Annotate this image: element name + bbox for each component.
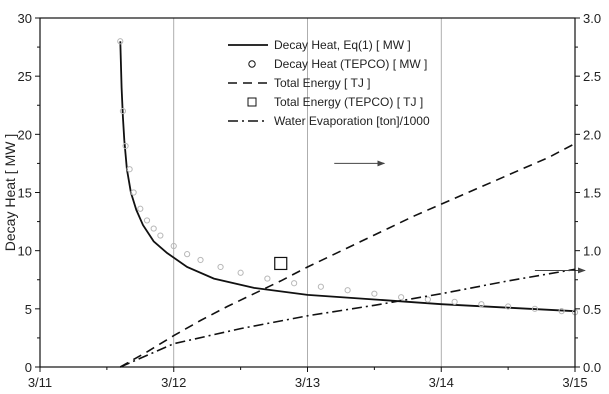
series-1-point-6 — [143, 217, 151, 224]
series-1-point-11 — [197, 256, 204, 264]
series-1-point-7 — [150, 225, 157, 232]
legend-item-0: Decay Heat, Eq(1) [ MW ] — [228, 38, 411, 52]
series-0 — [119, 41, 576, 313]
series-1-point-3 — [126, 166, 133, 173]
series-1-point-21 — [451, 298, 458, 305]
series-1 — [117, 38, 579, 316]
series-1-point-23 — [505, 303, 512, 310]
series-1-point-2 — [122, 142, 129, 150]
series-0-line — [119, 41, 576, 313]
series-2-line — [119, 142, 576, 368]
series-1-point-8 — [157, 232, 164, 239]
series-1-point-14 — [264, 275, 271, 282]
x-tick-label-3: 3/14 — [429, 375, 454, 390]
series-3-point-0 — [274, 256, 288, 271]
series-1-point-9 — [170, 242, 177, 250]
series-1-point-25 — [558, 308, 565, 315]
series-1-point-19 — [398, 294, 405, 301]
series-1-point-15 — [291, 280, 298, 287]
y-tick-label-3: 15 — [18, 186, 32, 201]
y2-tick-label-2: 1.0 — [583, 244, 601, 259]
y-tick-label-1: 5 — [25, 302, 32, 317]
y-tick-label-2: 10 — [18, 244, 32, 259]
legend-item-4: Water Evaporation [ton]/1000 — [228, 114, 430, 128]
series-2 — [119, 142, 576, 368]
y2-tick-label-3: 1.5 — [583, 186, 601, 201]
y2-tick-label-0: 0.0 — [583, 360, 601, 375]
legend-item-3: Total Energy (TEPCO) [ TJ ] — [247, 95, 423, 109]
grid — [173, 18, 442, 367]
legend-label-3: Total Energy (TEPCO) [ TJ ] — [274, 95, 423, 109]
annotations — [334, 160, 586, 274]
series — [117, 38, 579, 368]
series-1-point-16 — [317, 283, 324, 290]
y-tick-label-5: 25 — [18, 69, 32, 84]
y-axis-label: Decay Heat [ MW ] — [2, 134, 18, 251]
series-1-point-10 — [184, 251, 191, 258]
series-4-line — [119, 268, 576, 368]
series-1-point-1 — [119, 107, 127, 115]
series-3 — [274, 256, 288, 271]
series-1-point-13 — [237, 269, 244, 276]
legend-marker-1 — [248, 60, 256, 68]
series-1-point-22 — [478, 301, 485, 308]
y-tick-label-0: 0 — [25, 360, 32, 375]
y2-tick-label-4: 2.0 — [583, 127, 601, 142]
legend: Decay Heat, Eq(1) [ MW ] Decay Heat (TEPC… — [228, 38, 430, 128]
series-1-point-0 — [117, 38, 124, 45]
y2-tick-label-1: 0.5 — [583, 302, 601, 317]
series-1-point-4 — [130, 189, 137, 196]
legend-marker-3 — [247, 97, 257, 107]
series-1-point-12 — [217, 263, 224, 271]
y-tick-label-4: 20 — [18, 127, 32, 142]
legend-item-1: Decay Heat (TEPCO) [ MW ] — [248, 57, 427, 71]
y2-tick-label-5: 2.5 — [583, 69, 601, 84]
x-tick-label-2: 3/13 — [295, 375, 320, 390]
series-4 — [119, 268, 576, 368]
y2-tick-label-6: 3.0 — [583, 11, 601, 26]
series-1-point-17 — [344, 287, 351, 294]
x-tick-label-1: 3/12 — [161, 375, 186, 390]
x-tick-label-4: 3/15 — [562, 375, 587, 390]
series-1-point-24 — [531, 305, 538, 312]
series-1-point-5 — [137, 205, 144, 212]
axes: 3/11 3/12 3/13 3/14 3/15 0 5 10 15 20 25 30 0.0 0.5 1.… — [18, 11, 602, 390]
legend-label-1: Decay Heat (TEPCO) [ MW ] — [274, 57, 427, 71]
series-1-point-20 — [424, 296, 431, 303]
legend-item-2: Total Energy [ TJ ] — [228, 76, 371, 90]
y-tick-label-6: 30 — [18, 11, 32, 26]
legend-label-0: Decay Heat, Eq(1) [ MW ] — [274, 38, 411, 52]
series-1-point-18 — [371, 290, 378, 297]
legend-label-4: Water Evaporation [ton]/1000 — [274, 114, 430, 128]
legend-label-2: Total Energy [ TJ ] — [274, 76, 371, 90]
x-tick-label-0: 3/11 — [28, 375, 52, 390]
